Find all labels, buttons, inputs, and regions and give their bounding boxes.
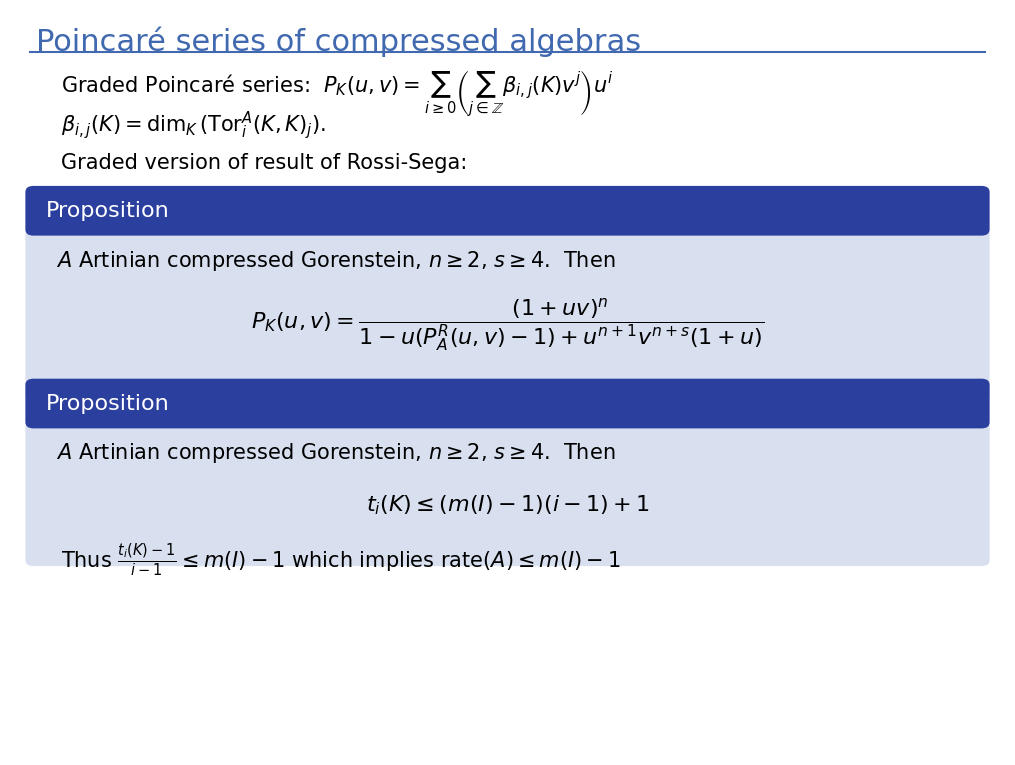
Text: $t_i(K) \leq (m(I) - 1)(i - 1) + 1$: $t_i(K) \leq (m(I) - 1)(i - 1) + 1$ bbox=[365, 493, 650, 517]
FancyBboxPatch shape bbox=[25, 186, 990, 236]
FancyBboxPatch shape bbox=[25, 379, 990, 428]
Text: Graded Poincaré series:  $P_K(u, v) = \sum_{i\geq 0} \left(\sum_{j\in\mathbb{Z}}: Graded Poincaré series: $P_K(u, v) = \su… bbox=[61, 69, 613, 119]
Text: $A$ Artinian compressed Gorenstein, $n \geq 2$, $s \geq 4$.  Then: $A$ Artinian compressed Gorenstein, $n \… bbox=[56, 441, 615, 465]
FancyBboxPatch shape bbox=[25, 421, 990, 566]
FancyBboxPatch shape bbox=[25, 228, 990, 400]
Text: Proposition: Proposition bbox=[46, 393, 170, 414]
Text: Proposition: Proposition bbox=[46, 200, 170, 221]
Text: Graded version of result of Rossi-Sega:: Graded version of result of Rossi-Sega: bbox=[61, 153, 467, 173]
Text: $P_K(u, v) = \dfrac{(1 + uv)^n}{1 - u(P_A^R(u, v) - 1) + u^{n+1}v^{n+s}(1 + u)}$: $P_K(u, v) = \dfrac{(1 + uv)^n}{1 - u(P_… bbox=[251, 297, 764, 354]
Text: Thus $\frac{t_i(K)-1}{i-1} \leq m(I) - 1$ which implies $\mathrm{rate}(A) \leq m: Thus $\frac{t_i(K)-1}{i-1} \leq m(I) - 1… bbox=[61, 542, 620, 578]
Text: $\beta_{i,j}(K) = \dim_K(\mathrm{Tor}_i^A(K, K)_j).$: $\beta_{i,j}(K) = \dim_K(\mathrm{Tor}_i^… bbox=[61, 109, 326, 141]
Text: $A$ Artinian compressed Gorenstein, $n \geq 2$, $s \geq 4$.  Then: $A$ Artinian compressed Gorenstein, $n \… bbox=[56, 249, 615, 272]
Text: Poincaré series of compressed algebras: Poincaré series of compressed algebras bbox=[36, 27, 640, 57]
